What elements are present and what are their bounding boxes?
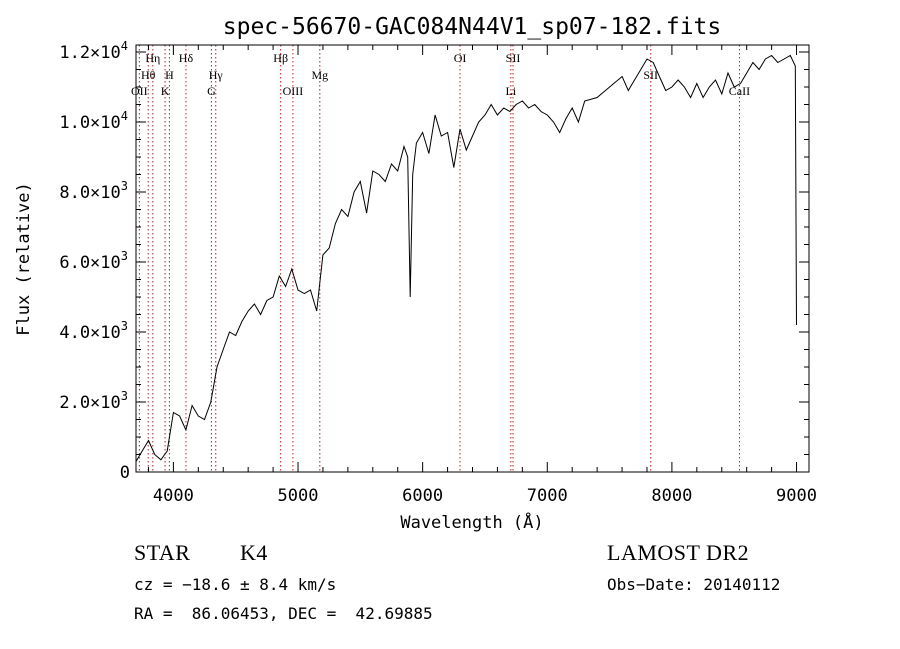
x-tick-label: 7000: [527, 486, 568, 506]
spectral-line-label: Hη: [145, 51, 160, 65]
spectral-line-label: Hθ: [141, 68, 156, 82]
spectral-line-label: OI: [454, 51, 467, 65]
y-tick-label: 8.0×103: [59, 179, 128, 203]
object-type: STAR: [134, 540, 191, 565]
x-tick-label: 4000: [153, 486, 194, 506]
y-tick-label: 1.0×104: [59, 109, 128, 133]
spectral-line-label: SII: [506, 51, 521, 65]
plot-frame: [135, 44, 810, 473]
spectral-line-label: OIII: [283, 84, 304, 98]
object-subclass: K4: [240, 540, 268, 565]
x-tick-label: 5000: [278, 486, 319, 506]
x-tick-label: 6000: [402, 486, 443, 506]
x-axis-label: Wavelength (Å): [400, 511, 543, 533]
y-axis-ticks: 0 2.0×103 4.0×103 6.0×103 8.0×103 1.0×104 1.2×…: [59, 39, 809, 483]
spectral-line-label: OII: [131, 84, 148, 98]
spectral-line-label: CaII: [729, 84, 750, 98]
observation-date: Obs−Date: 20140112: [607, 575, 781, 594]
spectral-line-label: Li: [506, 84, 517, 98]
coordinates: RA = 86.06453, DEC = 42.69885: [134, 604, 433, 623]
survey-name: LAMOST DR2: [607, 540, 750, 565]
y-tick-label: 0: [120, 463, 130, 483]
y-tick-label: 4.0×103: [59, 319, 128, 343]
x-axis-ticks: 4000 5000 6000 7000 8000 9000: [147, 45, 817, 506]
spectrum-series-line: [135, 54, 797, 462]
spectral-line-markers: OII Hθ Hη KH Hδ G Hγ Hβ OIII Mg OI Li SII SII CaII: [131, 45, 750, 472]
y-tick-label: 2.0×103: [59, 389, 128, 413]
redshift-velocity: cz = −18.6 ± 8.4 km/s: [134, 575, 337, 594]
spectral-line-label: Mg: [311, 68, 328, 82]
y-tick-label: 1.2×104: [59, 39, 128, 63]
y-axis-label: Flux (relative): [14, 182, 34, 336]
spectral-line-label: G: [207, 84, 216, 98]
spectral-line-label: Hγ: [209, 68, 224, 82]
spectral-line-label: SII: [643, 68, 658, 82]
x-tick-label: 8000: [651, 486, 692, 506]
spectral-line-label: Hδ: [179, 51, 194, 65]
x-tick-label: 9000: [776, 486, 817, 506]
chart-title: spec-56670-GAC084N44V1_sp07-182.fits: [223, 14, 722, 40]
spectral-line-label: H: [165, 68, 174, 82]
y-tick-label: 6.0×103: [59, 249, 128, 273]
spectral-line-label: Hβ: [273, 51, 288, 65]
spectral-line-label: K: [161, 84, 170, 98]
